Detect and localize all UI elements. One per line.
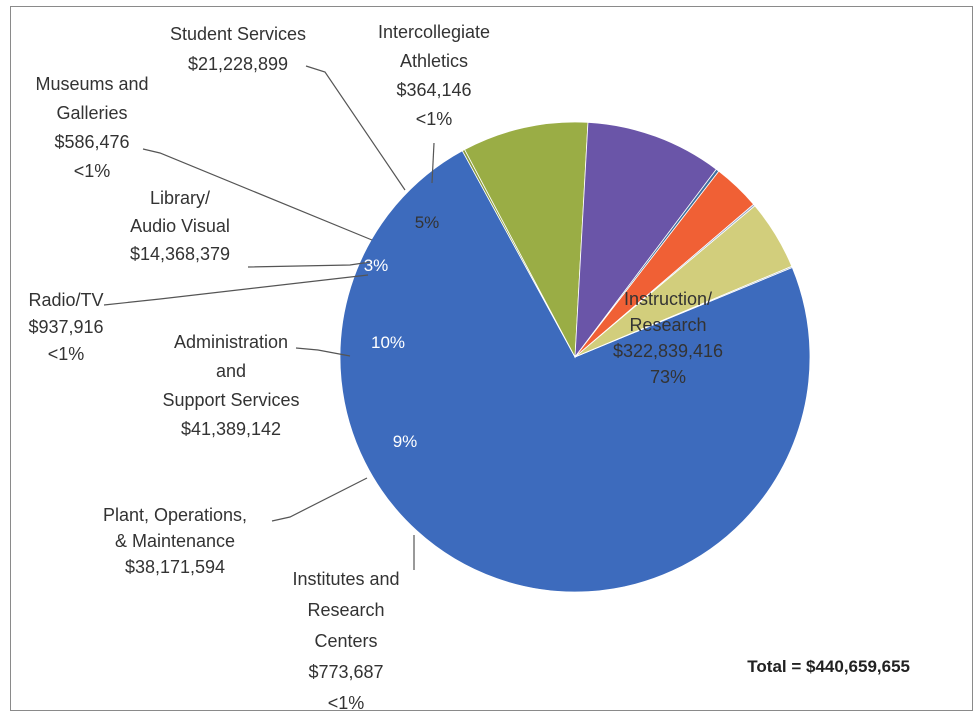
slice-label-line: Intercollegiate	[378, 22, 490, 42]
slice-label-line: Radio/TV	[28, 290, 103, 310]
leader-line-athletics	[431, 142, 435, 184]
slice-label-line: $773,687	[308, 662, 383, 682]
slice-label-line: Galleries	[56, 103, 127, 123]
slice-label-instruction: Instruction/Research $322,839,416 73%	[613, 289, 723, 387]
slice-label-line: <1%	[416, 109, 453, 129]
slice-label-line: $41,389,142	[181, 419, 281, 439]
leader-line-radio	[103, 274, 369, 306]
leader-line-admin	[295, 347, 351, 357]
slice-label-line: Plant, Operations,	[103, 505, 247, 525]
slice-label-line: <1%	[328, 693, 365, 713]
slice-label-line: 73%	[650, 367, 686, 387]
slice-label-institutes: Institutes and Research Centers $773,687 <1%	[292, 569, 399, 713]
slice-label-student: Student Services $21,228,899	[170, 24, 306, 74]
total-label: Total = $440,659,655	[747, 657, 910, 676]
pct-label-student: 5%	[415, 213, 440, 232]
leader-line-student	[305, 65, 406, 191]
slice-label-line: and	[216, 361, 246, 381]
slice-admin	[574, 121, 717, 359]
leader-line-plant	[271, 477, 368, 522]
slice-label-athletics: Intercollegiate Athletics $364,146 <1%	[378, 22, 490, 129]
slice-label-plant: Plant, Operations, & Maintenance $38,171,5…	[103, 505, 247, 577]
slice-athletics	[574, 265, 793, 358]
slice-label-line: Museums and	[35, 74, 148, 94]
slice-instruction	[339, 150, 811, 593]
slice-label-museums: Museums and Galleries $586,476 <1%	[35, 74, 148, 181]
pie-slices	[339, 121, 811, 593]
slice-labels: 9% 10% 3% 5% Instruction/Research $322,839,41…	[28, 22, 723, 713]
slice-label-line: $364,146	[396, 80, 471, 100]
slice-label-line: Support Services	[162, 390, 299, 410]
slice-label-admin: Administration and Support Services $41,389…	[162, 332, 299, 439]
slice-label-library: Library/Audio Visual $14,368,379	[130, 188, 230, 264]
slice-label-radio: Radio/TV $937,916 <1%	[28, 290, 103, 364]
slice-label-line: $21,228,899	[188, 54, 288, 74]
slice-label-line: Administration	[174, 332, 288, 352]
pct-label-plant: 9%	[393, 432, 418, 451]
slice-label-line: Centers	[314, 631, 377, 651]
slice-label-line: $322,839,416	[613, 341, 723, 361]
slice-label-line: Research	[307, 600, 384, 620]
leader-line-museums	[142, 148, 373, 241]
slice-label-line: $38,171,594	[125, 557, 225, 577]
slice-label-line: $14,368,379	[130, 244, 230, 264]
slice-label-line: Audio Visual	[130, 216, 230, 236]
slice-label-line: Library/	[150, 188, 210, 208]
slice-label-line: Instruction/	[624, 289, 712, 309]
pct-label-library: 3%	[364, 256, 389, 275]
slice-label-line: & Maintenance	[115, 531, 235, 551]
slice-plant	[464, 121, 589, 359]
leader-line-library	[247, 261, 371, 268]
slice-label-line: Student Services	[170, 24, 306, 44]
slice-label-line: <1%	[74, 161, 111, 181]
slice-label-line: Athletics	[400, 51, 468, 71]
slice-label-line: <1%	[48, 344, 85, 364]
pct-label-admin: 10%	[371, 333, 405, 352]
slice-label-line: $937,916	[28, 317, 103, 337]
slice-label-line: $586,476	[54, 132, 129, 152]
slice-label-line: Research	[629, 315, 706, 335]
slice-label-line: Institutes and	[292, 569, 399, 589]
leader-lines	[103, 65, 435, 570]
